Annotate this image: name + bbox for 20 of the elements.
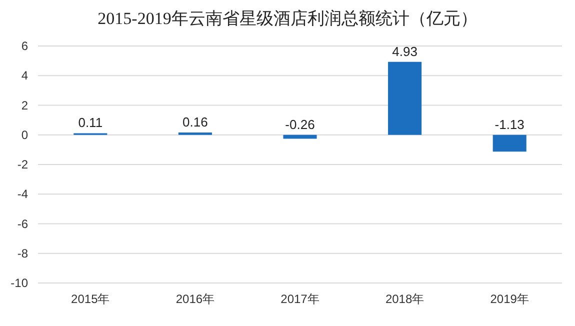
xtick: 2015年 — [71, 292, 110, 306]
ytick: 6 — [21, 39, 28, 53]
ytick: 2 — [21, 98, 28, 112]
xtick: 2019年 — [490, 292, 529, 306]
ytick: -2 — [17, 158, 28, 172]
ytick: -10 — [10, 276, 28, 290]
data-label: -0.26 — [285, 116, 315, 132]
xtick: 2016年 — [176, 292, 215, 306]
ytick: 4 — [21, 68, 28, 83]
ytick: -6 — [17, 216, 28, 231]
data-label: 0.16 — [182, 114, 208, 130]
data-label: 4.93 — [392, 44, 418, 59]
data-label: 0.11 — [78, 115, 103, 130]
ytick: -4 — [17, 187, 28, 202]
xtick: 2017年 — [280, 292, 320, 306]
xtick: 2018年 — [385, 292, 424, 306]
ytick: -8 — [17, 246, 28, 260]
title: 2015-2019年云南省星级酒店利润总额统计（亿元） — [98, 9, 478, 28]
data-label: -1.13 — [494, 116, 524, 132]
ytick: 0 — [21, 128, 28, 142]
